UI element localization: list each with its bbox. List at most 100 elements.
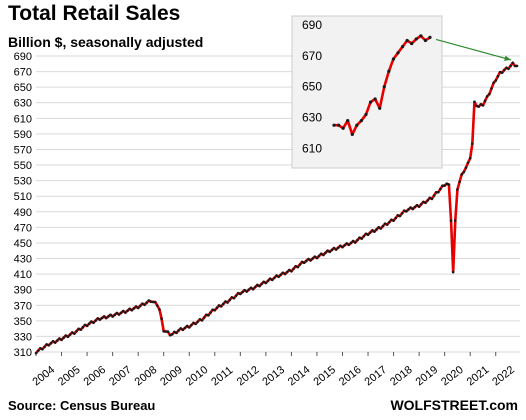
data-point bbox=[277, 275, 280, 279]
data-point bbox=[460, 173, 463, 176]
x-tick-label: 2013 bbox=[260, 364, 287, 389]
y-tick-label: 470 bbox=[14, 222, 32, 234]
data-point bbox=[266, 279, 270, 283]
data-point bbox=[332, 246, 336, 250]
data-point bbox=[164, 330, 168, 333]
data-point bbox=[160, 317, 163, 321]
data-point bbox=[364, 232, 368, 236]
data-point bbox=[409, 206, 412, 209]
data-point bbox=[347, 243, 351, 247]
data-point bbox=[426, 199, 429, 202]
data-point bbox=[479, 103, 483, 106]
data-point bbox=[215, 306, 219, 310]
data-point bbox=[126, 309, 129, 313]
data-point bbox=[311, 257, 314, 260]
data-point bbox=[481, 104, 485, 107]
data-point bbox=[443, 184, 446, 187]
inset-data-point bbox=[332, 123, 336, 127]
data-point bbox=[417, 205, 421, 208]
data-point bbox=[55, 339, 59, 342]
x-tick-label: 2008 bbox=[133, 364, 160, 389]
data-point bbox=[247, 288, 251, 291]
data-point bbox=[353, 241, 357, 244]
data-point bbox=[328, 250, 332, 254]
data-point bbox=[270, 278, 274, 282]
inset-data-point bbox=[364, 112, 368, 117]
inset-data-point bbox=[359, 118, 364, 123]
chart-title: Total Retail Sales bbox=[8, 2, 181, 25]
data-point bbox=[90, 320, 93, 323]
x-tick-label: 2014 bbox=[286, 364, 313, 389]
data-point bbox=[181, 328, 185, 332]
inset-y-tick-label: 690 bbox=[302, 18, 322, 32]
data-point bbox=[200, 319, 204, 322]
data-point bbox=[468, 157, 472, 160]
inset-y-tick-label: 630 bbox=[302, 110, 322, 124]
data-point bbox=[349, 241, 353, 245]
inset-y-tick-label: 610 bbox=[302, 141, 322, 155]
data-point bbox=[336, 246, 340, 249]
data-point bbox=[415, 203, 419, 207]
inset-y-tick-label: 670 bbox=[302, 49, 322, 63]
data-point bbox=[98, 318, 102, 321]
y-tick-label: 430 bbox=[14, 254, 32, 266]
data-point bbox=[453, 219, 457, 222]
data-point bbox=[102, 315, 106, 318]
data-point bbox=[375, 228, 378, 231]
data-point bbox=[424, 201, 427, 205]
data-point bbox=[402, 209, 406, 212]
data-point bbox=[62, 336, 65, 340]
data-point bbox=[300, 260, 304, 264]
data-point bbox=[249, 286, 253, 290]
data-point bbox=[351, 239, 355, 243]
data-point bbox=[439, 187, 442, 191]
data-point bbox=[147, 299, 151, 302]
y-tick-label: 630 bbox=[14, 98, 32, 110]
x-tick-label: 2015 bbox=[311, 364, 338, 389]
data-point bbox=[179, 327, 183, 330]
data-point bbox=[339, 244, 342, 248]
data-point bbox=[309, 259, 312, 262]
data-point bbox=[124, 311, 127, 314]
y-tick-label: 570 bbox=[14, 144, 32, 156]
data-point bbox=[111, 315, 114, 318]
data-point bbox=[388, 220, 391, 224]
inset-data-point bbox=[391, 57, 396, 61]
data-point bbox=[226, 301, 229, 304]
inset-data-point bbox=[423, 38, 428, 43]
data-point bbox=[322, 253, 325, 257]
x-tick-label: 2020 bbox=[439, 364, 466, 389]
data-point bbox=[296, 265, 300, 269]
x-tick-label: 2012 bbox=[235, 364, 262, 389]
data-point bbox=[498, 70, 502, 74]
data-point bbox=[113, 313, 117, 317]
data-point bbox=[36, 349, 40, 353]
data-point bbox=[51, 340, 55, 343]
data-point bbox=[143, 303, 146, 307]
data-point bbox=[168, 333, 172, 337]
inset-data-point bbox=[350, 132, 354, 137]
data-point bbox=[343, 243, 346, 247]
data-point bbox=[115, 311, 119, 315]
data-point bbox=[285, 270, 289, 274]
data-point bbox=[394, 216, 398, 220]
main-series bbox=[34, 61, 519, 355]
data-point bbox=[156, 304, 159, 307]
y-tick-label: 350 bbox=[14, 316, 32, 328]
data-point bbox=[287, 268, 291, 272]
data-point bbox=[217, 304, 221, 307]
data-point bbox=[221, 302, 225, 306]
y-tick-label: 390 bbox=[14, 285, 32, 297]
data-point bbox=[281, 271, 285, 275]
data-point bbox=[462, 170, 466, 174]
data-point bbox=[175, 331, 178, 335]
data-point bbox=[241, 290, 244, 294]
data-point bbox=[441, 184, 444, 187]
data-point bbox=[492, 81, 495, 85]
inset-data-point bbox=[336, 123, 341, 127]
inset-series-line bbox=[334, 34, 431, 136]
data-point bbox=[87, 322, 91, 325]
data-point bbox=[121, 309, 125, 313]
data-point bbox=[196, 320, 200, 323]
data-point bbox=[358, 236, 361, 240]
